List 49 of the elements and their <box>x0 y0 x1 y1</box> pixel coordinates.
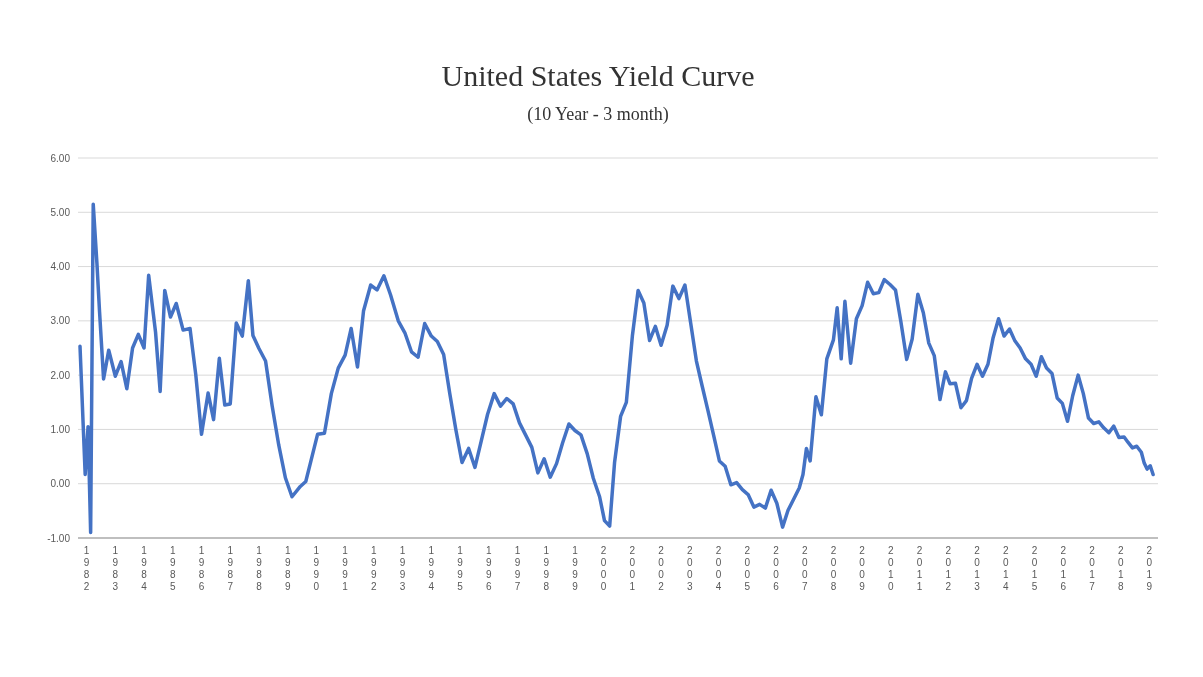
x-tick-label: 1 9 9 7 <box>514 545 521 592</box>
x-tick-label: 2 0 0 9 <box>859 545 866 592</box>
x-tick-label: 2 0 1 1 <box>916 545 923 592</box>
y-tick-label: 0.00 <box>50 478 71 490</box>
x-tick-label: 1 9 9 9 <box>572 545 579 592</box>
x-tick-label: 1 9 8 8 <box>256 545 263 592</box>
line-series <box>78 202 1155 535</box>
x-tick-label: 2 0 0 5 <box>744 545 751 592</box>
x-tick-label: 2 0 1 6 <box>1060 545 1067 592</box>
x-tick-label: 1 9 8 7 <box>227 545 234 592</box>
x-tick-label: 2 0 1 4 <box>1002 545 1009 592</box>
x-tick-label: 2 0 0 6 <box>773 545 780 592</box>
x-tick-label: 1 9 9 0 <box>313 545 320 592</box>
x-tick-label: 1 9 9 8 <box>543 545 550 592</box>
x-tick-label: 1 9 9 1 <box>342 545 349 592</box>
x-tick-label: 2 0 1 8 <box>1117 545 1124 592</box>
x-tick-label: 2 0 0 1 <box>629 545 636 592</box>
x-tick-label: 2 0 1 0 <box>888 545 895 592</box>
x-tick-label: 1 9 9 3 <box>399 545 406 592</box>
y-tick-label: 4.00 <box>50 261 71 273</box>
x-tick-label: 2 0 1 5 <box>1031 545 1038 592</box>
y-tick-label: 2.00 <box>50 369 71 381</box>
y-tick-label: 3.00 <box>50 315 71 327</box>
x-tick-label: 2 0 1 2 <box>945 545 952 592</box>
x-tick-label: 1 9 8 3 <box>112 545 119 592</box>
x-tick-label: 1 9 9 2 <box>371 545 378 592</box>
x-tick-label: 1 9 9 5 <box>457 545 464 592</box>
x-tick-label: 1 9 8 4 <box>141 545 148 592</box>
y-tick-label: 5.00 <box>50 206 71 218</box>
y-tick-label: -1.00 <box>47 532 71 544</box>
y-tick-label: 6.00 <box>50 152 71 164</box>
x-tick-label: 2 0 1 7 <box>1089 545 1096 592</box>
x-tick-label: 2 0 0 2 <box>658 545 665 592</box>
x-tick-label: 2 0 0 0 <box>600 545 607 592</box>
chart-subtitle: (10 Year - 3 month) <box>527 104 669 125</box>
y-tick-label: 1.00 <box>50 423 71 435</box>
x-tick-label: 1 9 9 6 <box>485 545 492 592</box>
x-tick-label: 2 0 0 8 <box>830 545 837 592</box>
x-tick-label: 2 0 0 3 <box>687 545 694 592</box>
x-tick-label: 1 9 8 2 <box>83 545 90 592</box>
x-tick-label: 1 9 8 5 <box>170 545 177 592</box>
chart-title: United States Yield Curve <box>441 59 755 92</box>
x-tick-label: 1 9 8 6 <box>198 545 205 592</box>
x-tick-label: 2 0 1 3 <box>974 545 981 592</box>
x-tick-label: 1 9 9 4 <box>428 545 435 592</box>
x-tick-label: 1 9 8 9 <box>284 545 291 592</box>
x-tick-label: 2 0 0 4 <box>715 545 722 592</box>
x-tick-label: 2 0 1 9 <box>1146 545 1153 592</box>
x-tick-label: 2 0 0 7 <box>801 545 808 592</box>
